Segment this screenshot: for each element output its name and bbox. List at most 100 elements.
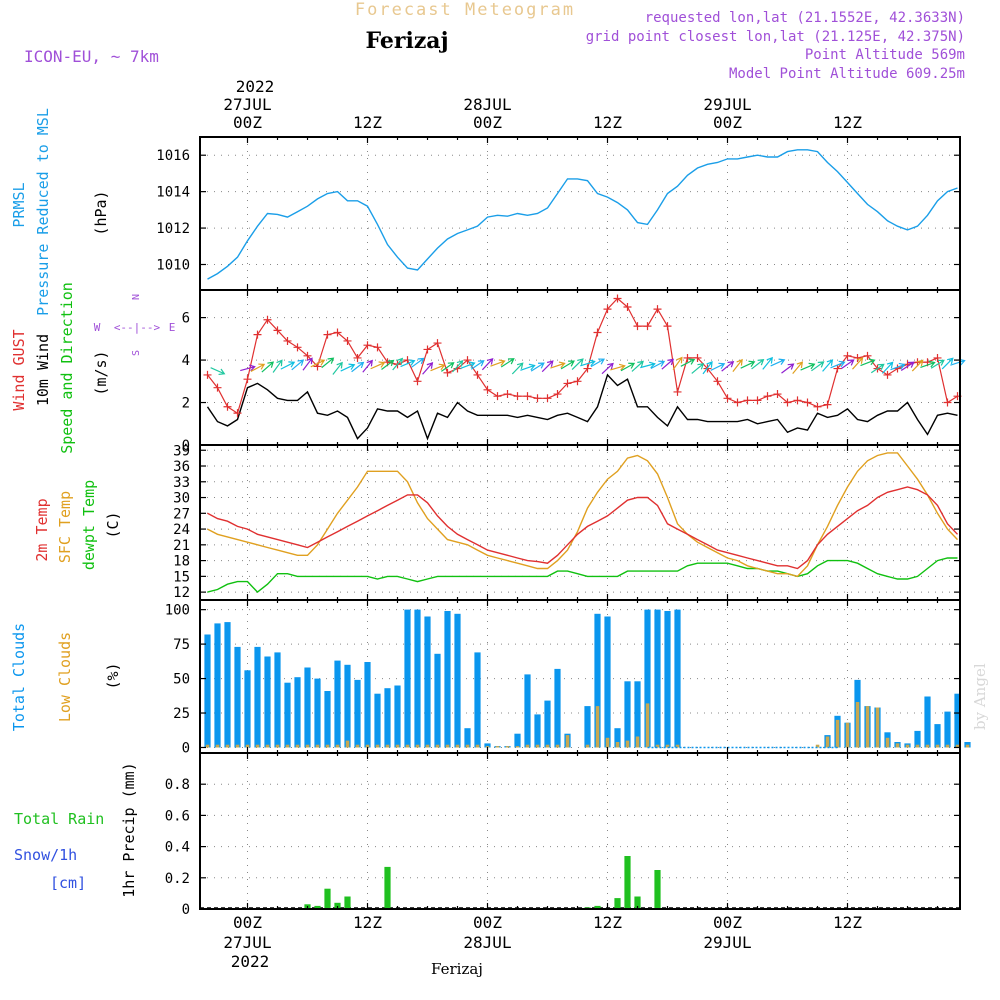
gust-marker — [483, 385, 492, 394]
temp-ytick-label: 21 — [173, 538, 190, 554]
gust-marker — [503, 390, 512, 399]
low-cloud-bar — [335, 744, 340, 748]
low-cloud-bar — [445, 744, 450, 748]
total-cloud-bar — [514, 733, 521, 748]
rain-bar — [614, 898, 621, 909]
wind-arrow-shape — [351, 361, 365, 373]
low-cloud-bar — [525, 744, 530, 748]
precip-label-cm: [cm] — [50, 874, 86, 892]
gust-marker — [653, 305, 662, 314]
wind-direction-arrow — [490, 359, 506, 367]
gust-marker — [233, 409, 242, 418]
low-cloud-bar — [645, 703, 650, 748]
total-cloud-bar — [244, 670, 251, 748]
low-cloud-bar — [325, 744, 330, 748]
wind-panel — [203, 294, 966, 441]
sfc-temp-line — [207, 452, 959, 578]
wind-arrow-shape — [672, 356, 683, 371]
total-cloud-bar — [284, 682, 291, 748]
wind-ytick-label: 2 — [182, 396, 190, 412]
gust-marker — [803, 398, 812, 407]
credit-watermark: by Angel — [971, 663, 989, 730]
clouds-label-total: Total Clouds — [10, 623, 28, 731]
wind-direction-arrow — [411, 357, 425, 368]
low-cloud-bar — [675, 744, 680, 748]
wind-direction-arrow — [661, 358, 675, 370]
gust-marker — [883, 370, 892, 379]
wind-arrow-shape — [400, 359, 416, 368]
wind-direction-arrow — [422, 362, 434, 375]
total-cloud-bar — [424, 616, 431, 748]
model-label: ICON-EU, ~ 7km — [24, 47, 159, 66]
wind-direction-arrow — [272, 359, 283, 373]
compass-arrows: <--|--> — [114, 321, 161, 334]
wind-arrow-shape — [280, 361, 296, 370]
total-cloud-bar — [304, 667, 311, 748]
gust-marker — [353, 353, 362, 362]
wind-arrow-shape — [422, 362, 434, 375]
total-cloud-bar — [434, 653, 441, 748]
wind-arrow-shape — [870, 363, 885, 374]
low-cloud-bar — [455, 744, 460, 748]
wind-direction-arrow — [680, 358, 696, 367]
gust-marker — [373, 343, 382, 352]
total-cloud-bar — [554, 668, 561, 748]
temp-ytick-label: 12 — [173, 585, 190, 601]
wind-arrow-shape — [362, 359, 373, 373]
low-cloud-bar — [625, 740, 630, 748]
top-hour-label: 00Z — [473, 113, 502, 132]
low-cloud-bar — [875, 707, 880, 748]
temp-label-sfc: SFC Temp — [56, 491, 74, 563]
wind-direction-arrow — [830, 360, 846, 369]
precip-label-rain: Total Rain — [14, 810, 104, 828]
total-cloud-bar — [484, 743, 491, 748]
rain-bar — [384, 866, 391, 909]
rain-bar — [654, 870, 661, 909]
wind-arrow-shape — [302, 357, 313, 371]
wind-direction-arrow — [392, 357, 404, 371]
wind-arrow-shape — [732, 358, 743, 372]
gust-marker — [273, 326, 282, 335]
temp-ytick-label: 18 — [173, 554, 190, 570]
precip-ytick-label: 0.8 — [165, 777, 190, 793]
gust-marker — [293, 343, 302, 352]
wind-arrow-shape — [751, 358, 765, 370]
gust-marker — [743, 396, 752, 405]
low-cloud-bar — [615, 742, 620, 748]
wind-direction-arrow — [370, 361, 386, 370]
temp-label-dewpt: dewpt Temp — [80, 480, 98, 570]
pressure-ytick-label: 1016 — [156, 148, 190, 164]
clouds-ytick-label: 75 — [173, 637, 190, 653]
low-cloud-bar — [425, 744, 430, 748]
low-cloud-bar — [245, 744, 250, 748]
bottom-hour-label: 12Z — [833, 913, 862, 932]
wind-direction-arrow — [740, 360, 756, 369]
wind-arrow-shape — [500, 358, 515, 368]
wind-direction-arrow — [610, 363, 626, 371]
wind-direction-arrow — [441, 362, 455, 372]
low-cloud-bar — [655, 744, 660, 748]
gust-marker — [343, 336, 352, 345]
total-cloud-bar — [374, 693, 381, 748]
gust-marker — [633, 322, 642, 331]
compass-s: S — [131, 350, 142, 356]
precip-panel — [200, 856, 960, 909]
low-cloud-bar — [915, 744, 920, 748]
top-hour-label: 00Z — [233, 113, 262, 132]
total-cloud-bar — [614, 728, 621, 748]
requested-coords: requested lon,lat (21.1552E, 42.3633N) — [645, 10, 965, 26]
wind-arrow-shape — [550, 361, 566, 369]
wind-direction-arrow — [481, 357, 494, 371]
wind-direction-arrow — [852, 357, 864, 370]
top-hour-label: 12Z — [833, 113, 862, 132]
wind-label-10m: 10m Wind — [34, 334, 52, 406]
total-cloud-bar — [254, 646, 261, 748]
temp-ytick-label: 15 — [173, 569, 190, 585]
wind-direction-arrow — [560, 360, 575, 370]
top-year-label: 2022 — [236, 77, 275, 96]
low-cloud-bar — [665, 744, 670, 748]
gust-marker — [283, 336, 292, 345]
gust-marker — [423, 345, 432, 354]
